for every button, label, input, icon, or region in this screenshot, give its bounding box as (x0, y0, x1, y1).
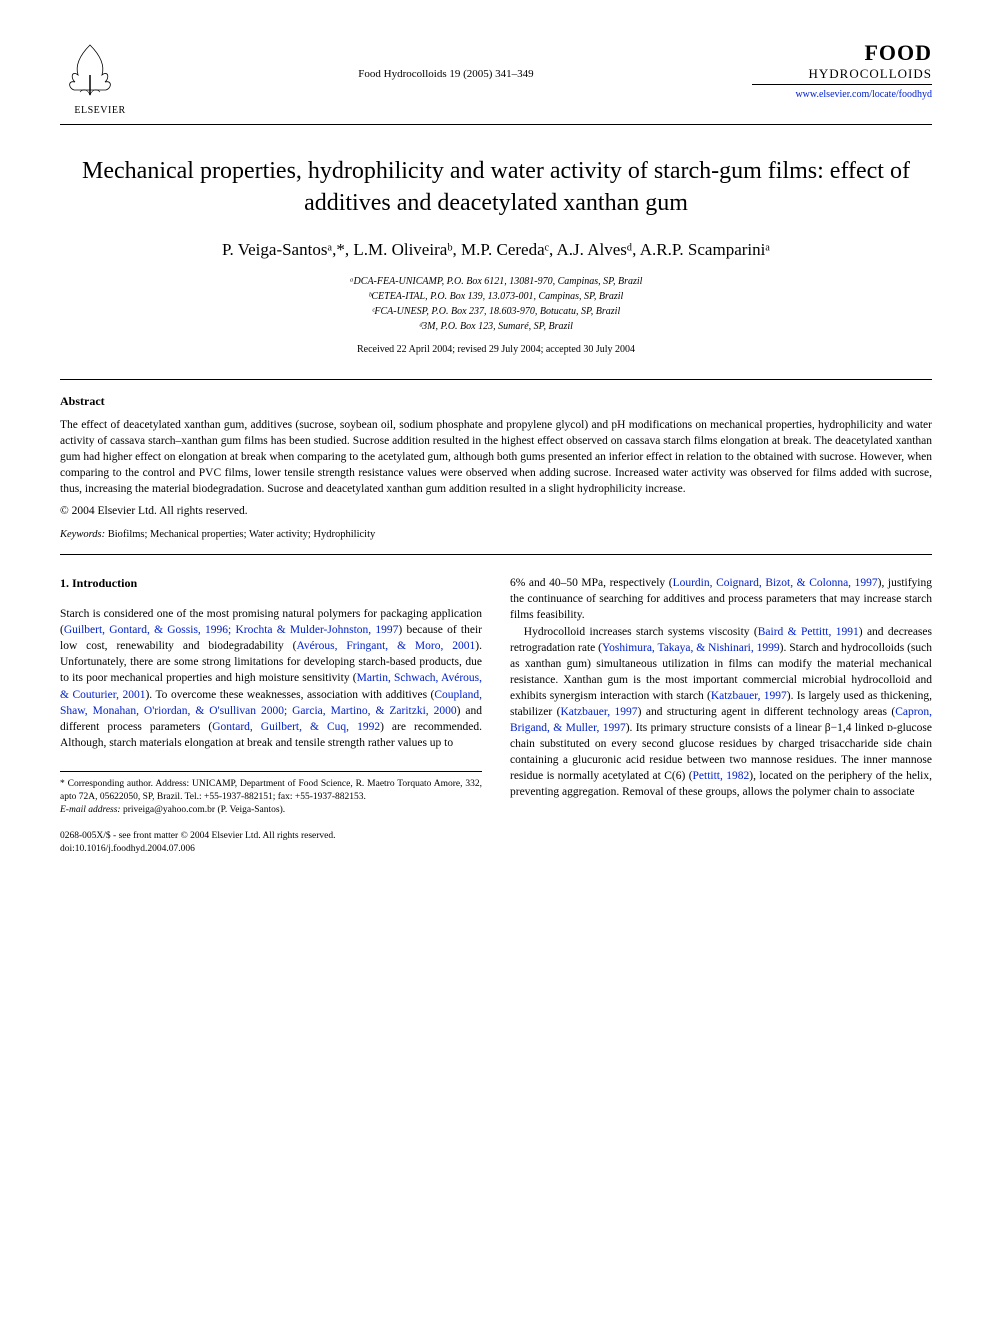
citation-link[interactable]: Katzbauer, 1997 (711, 690, 787, 702)
publisher-name: ELSEVIER (60, 105, 140, 116)
abstract-text: The effect of deacetylated xanthan gum, … (60, 417, 932, 497)
journal-logo-hydrocolloids: HYDROCOLLOIDS (752, 66, 932, 82)
corresponding-author-email: E-mail address: priveiga@yahoo.com.br (P… (60, 804, 482, 817)
affiliations: ᵃDCA-FEA-UNICAMP, P.O. Box 6121, 13081-9… (60, 274, 932, 334)
elsevier-tree-icon (60, 40, 120, 100)
body-columns: 1. Introduction Starch is considered one… (60, 575, 932, 816)
citation-link[interactable]: Pettitt, 1982 (693, 770, 750, 782)
text-run: ). To overcome these weaknesses, associa… (145, 689, 434, 701)
article-dates: Received 22 April 2004; revised 29 July … (60, 344, 932, 355)
email-value: priveiga@yahoo.com.br (P. Veiga-Santos). (123, 805, 285, 815)
journal-citation: Food Hydrocolloids 19 (2005) 341–349 (140, 40, 752, 80)
publisher-logo: ELSEVIER (60, 40, 140, 116)
keywords: Keywords: Biofilms; Mechanical propertie… (60, 529, 932, 540)
page-footer: 0268-005X/$ - see front matter © 2004 El… (60, 830, 932, 856)
article-title: Mechanical properties, hydrophilicity an… (60, 155, 932, 220)
journal-logo-block: FOOD HYDROCOLLOIDS www.elsevier.com/loca… (752, 40, 932, 100)
author-list: P. Veiga-Santosᵃ,*, L.M. Oliveiraᵇ, M.P.… (60, 240, 932, 260)
journal-logo-food: FOOD (752, 40, 932, 66)
abstract-top-rule (60, 379, 932, 380)
header-rule (60, 124, 932, 125)
citation-link[interactable]: Katzbauer, 1997 (560, 706, 637, 718)
doi-line: doi:10.1016/j.foodhyd.2004.07.006 (60, 843, 932, 856)
keywords-list: Biofilms; Mechanical properties; Water a… (108, 529, 376, 540)
affiliation-a: ᵃDCA-FEA-UNICAMP, P.O. Box 6121, 13081-9… (60, 274, 932, 289)
abstract-bottom-rule (60, 554, 932, 555)
citation-link[interactable]: Yoshimura, Takaya, & Nishinari, 1999 (602, 642, 780, 654)
affiliation-c: ᶜFCA-UNESP, P.O. Box 237, 18.603-970, Bo… (60, 304, 932, 319)
intro-paragraph-2: Hydrocolloid increases starch systems vi… (510, 624, 932, 801)
keywords-label: Keywords: (60, 529, 105, 540)
text-run: ) and structuring agent in different tec… (638, 706, 896, 718)
column-right: 6% and 40–50 MPa, respectively (Lourdin,… (510, 575, 932, 816)
corresponding-author-footnote: * Corresponding author. Address: UNICAMP… (60, 771, 482, 816)
corresponding-author-text: * Corresponding author. Address: UNICAMP… (60, 778, 482, 804)
front-matter-line: 0268-005X/$ - see front matter © 2004 El… (60, 830, 932, 843)
citation-link[interactable]: Guilbert, Gontard, & Gossis, 1996; Kroch… (64, 624, 399, 636)
page-header: ELSEVIER Food Hydrocolloids 19 (2005) 34… (60, 40, 932, 116)
affiliation-d: ᵈ3M, P.O. Box 123, Sumaré, SP, Brazil (60, 319, 932, 334)
abstract-copyright: © 2004 Elsevier Ltd. All rights reserved… (60, 505, 932, 517)
citation-link[interactable]: Baird & Pettitt, 1991 (758, 626, 859, 638)
affiliation-b: ᵇCETEA-ITAL, P.O. Box 139, 13.073-001, C… (60, 289, 932, 304)
column-left: 1. Introduction Starch is considered one… (60, 575, 482, 816)
intro-paragraph-1: Starch is considered one of the most pro… (60, 606, 482, 751)
citation-link[interactable]: Avérous, Fringant, & Moro, 2001 (296, 640, 475, 652)
intro-paragraph-1-cont: 6% and 40–50 MPa, respectively (Lourdin,… (510, 575, 932, 623)
journal-homepage-link[interactable]: www.elsevier.com/locate/foodhyd (752, 89, 932, 100)
email-label: E-mail address: (60, 805, 121, 815)
citation-link[interactable]: Lourdin, Coignard, Bizot, & Colonna, 199… (673, 577, 878, 589)
citation-link[interactable]: Gontard, Guilbert, & Cuq, 1992 (212, 721, 380, 733)
text-run: 6% and 40–50 MPa, respectively ( (510, 577, 673, 589)
abstract-heading: Abstract (60, 394, 932, 409)
introduction-heading: 1. Introduction (60, 575, 482, 592)
text-run: Hydrocolloid increases starch systems vi… (524, 626, 758, 638)
